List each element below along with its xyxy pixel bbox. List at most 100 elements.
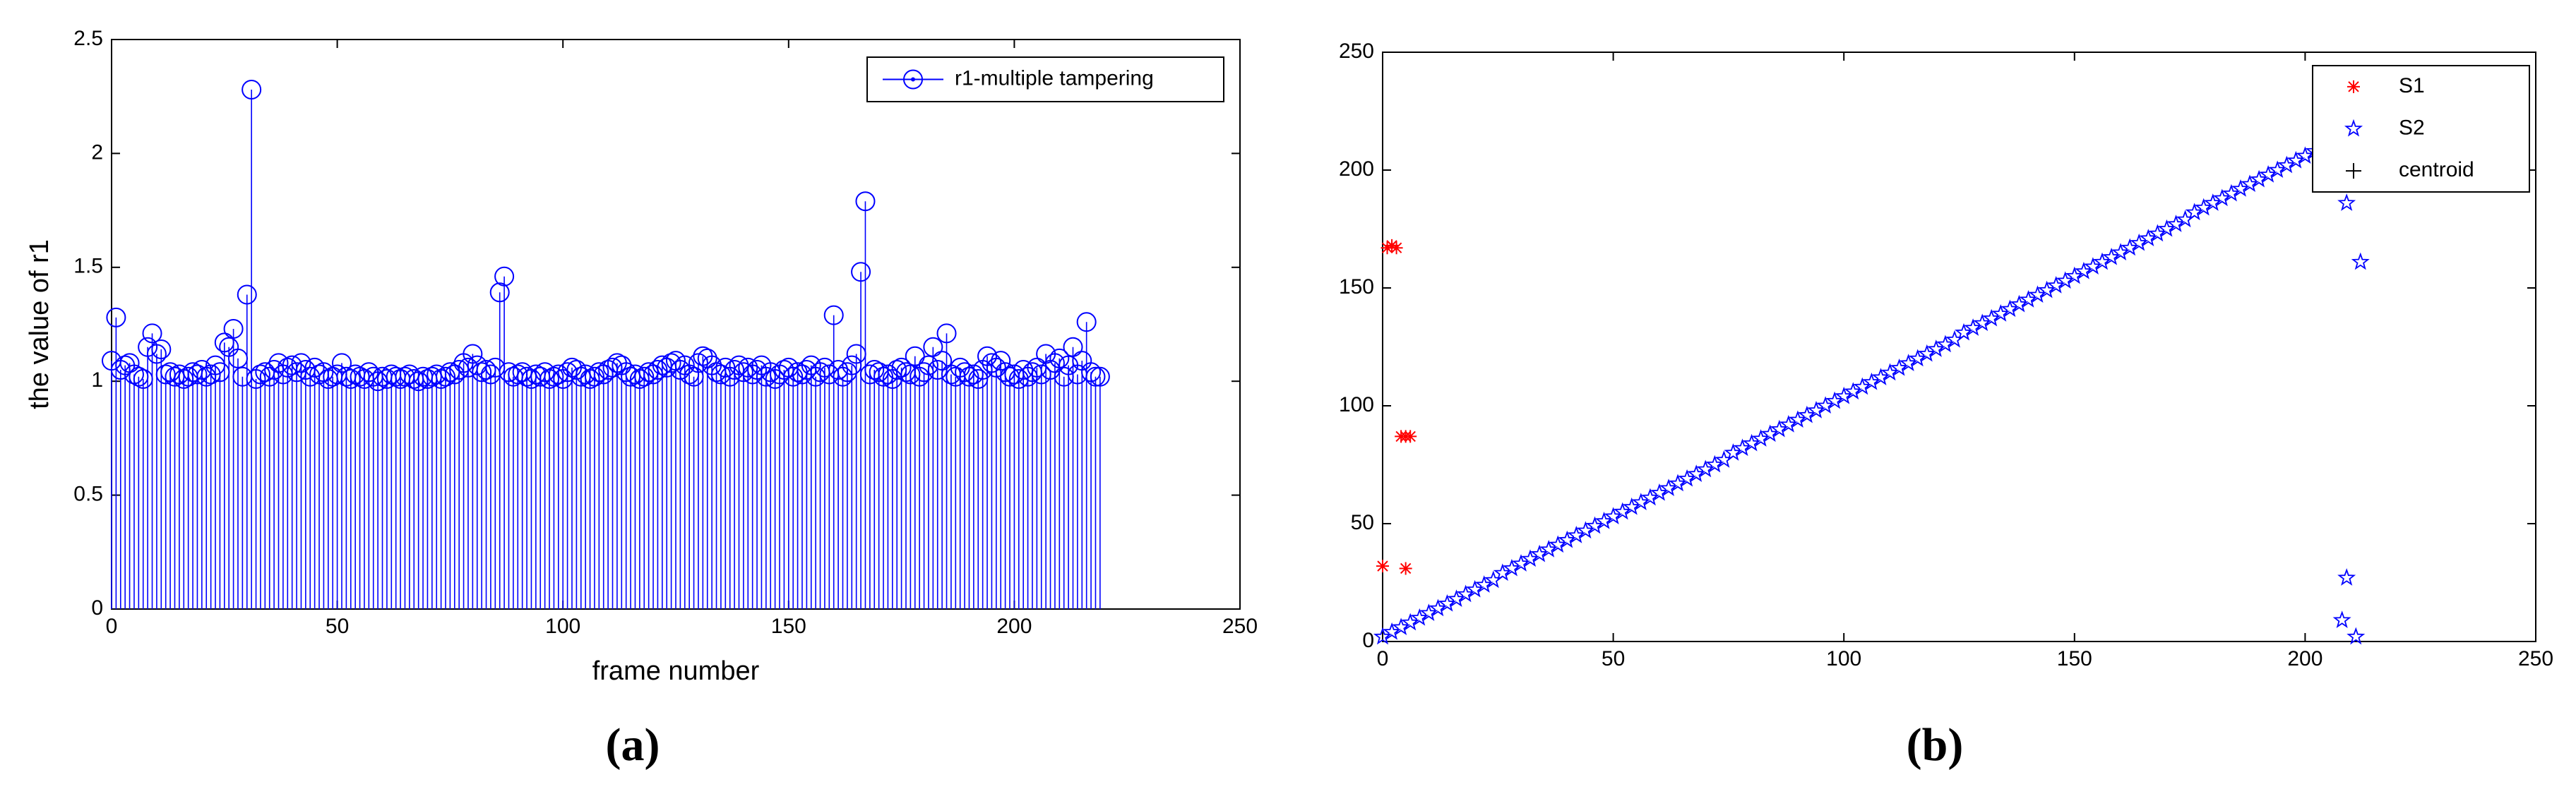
y-tick-label: 250 [1339,40,1374,63]
marker [991,351,1011,371]
marker [900,364,921,385]
legend-label: r1-multiple tampering [955,66,1154,90]
marker [918,355,938,375]
marker [855,191,876,212]
marker [1404,430,1417,443]
marker [1076,312,1097,332]
marker [250,364,270,385]
marker [2337,193,2356,211]
marker [616,362,636,383]
marker [2347,80,2360,93]
marker [1376,560,1389,573]
x-tick-label: 250 [2518,647,2553,670]
marker [223,318,244,339]
marker [959,366,979,387]
legend-label: centroid [2399,158,2474,181]
marker [268,353,289,373]
marker [119,353,140,373]
x-tick-label: 50 [1602,647,1625,670]
x-tick-label: 0 [1377,647,1389,670]
marker [756,366,776,387]
y-axis-label: the value of r1 [25,239,54,409]
caption: (a) [606,719,660,771]
marker [2346,163,2361,179]
marker [187,364,208,385]
marker [2332,610,2351,628]
marker [155,364,176,385]
marker [124,364,144,385]
marker [905,346,925,366]
x-tick-label: 250 [1222,615,1258,638]
marker [2344,119,2363,137]
y-tick-label: 0 [1362,629,1374,652]
marker [761,362,781,383]
chart: 0 50 100 150 200 250 0 0.5 1 1.5 2 2.5 frame number t… [25,27,1258,771]
marker [544,366,564,387]
x-tick-label: 200 [2287,647,2322,670]
marker [2337,568,2356,586]
marker [566,360,587,380]
x-tick-label: 0 [106,615,118,638]
marker [242,80,262,100]
x-tick-label: 100 [545,615,580,638]
chart: 0 50 100 150 200 250 0 50 100 150 200 250 (b) S1 S2 cen… [1339,40,2553,771]
marker [923,337,943,357]
y-tick-label: 0 [91,596,103,620]
x-tick-label: 200 [996,615,1032,638]
marker [160,362,181,383]
legend-label: S1 [2399,74,2425,97]
x-tick-label: 150 [771,615,806,638]
marker [823,305,844,325]
marker [1381,241,1394,255]
marker [571,366,591,387]
marker [146,344,167,364]
marker [851,262,871,282]
marker [489,282,510,303]
marker [291,353,311,373]
marker [494,266,515,287]
marker [903,69,923,90]
legend-dot [911,77,915,82]
marker [887,360,907,380]
marker [2347,627,2366,645]
marker [936,323,957,344]
marker [1385,239,1399,252]
marker [237,284,257,305]
marker [724,360,745,380]
marker [697,348,717,368]
marker [710,364,731,385]
marker [932,351,953,371]
y-tick-label: 100 [1339,393,1374,416]
marker [151,339,172,360]
marker [1081,362,1102,383]
marker [1013,360,1034,380]
marker [142,323,162,344]
marker [165,366,185,387]
marker [666,351,686,371]
y-tick-label: 150 [1339,275,1374,299]
marker [715,357,736,378]
marker [331,353,352,373]
y-tick-label: 2.5 [73,27,103,50]
x-tick-label: 100 [1826,647,1861,670]
marker [535,362,555,383]
marker [463,344,483,364]
marker [1090,366,1110,387]
x-tick-label: 50 [326,615,349,638]
marker [1399,562,1412,575]
marker [828,360,849,380]
y-tick-label: 1 [91,368,103,392]
marker [1063,337,1083,357]
x-tick-label: 150 [2057,647,2092,670]
legend-label: S2 [2399,116,2425,139]
marker [621,366,641,387]
y-tick-label: 0.5 [73,483,103,506]
y-tick-label: 1.5 [73,255,103,278]
marker [986,357,1006,378]
marker [264,360,285,380]
marker [1390,241,1403,255]
marker [472,362,492,383]
marker [729,355,749,375]
marker [670,360,691,380]
